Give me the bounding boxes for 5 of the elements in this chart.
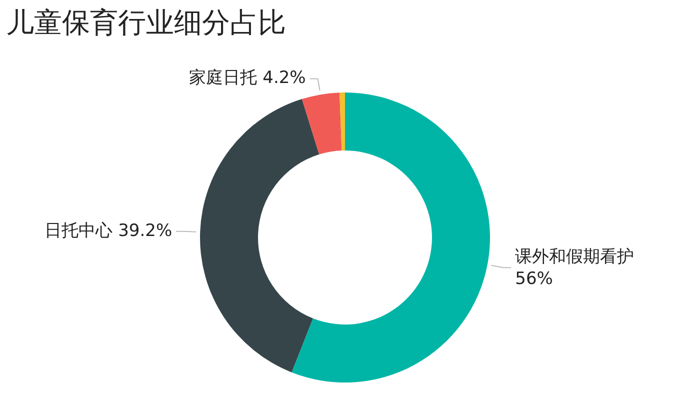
slice-label: 家庭日托 4.2%: [189, 68, 306, 88]
slice-label: 课外和假期看护: [515, 247, 634, 268]
slice-label: 日托中心 39.2%: [44, 220, 172, 241]
chart-title: 儿童保育行业细分占比: [6, 5, 286, 41]
data-label: 56%: [515, 269, 553, 290]
